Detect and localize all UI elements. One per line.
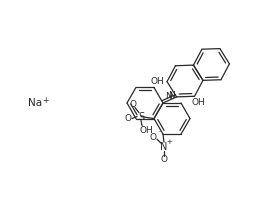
Text: N: N xyxy=(165,92,172,101)
Text: O: O xyxy=(149,133,157,142)
Text: O: O xyxy=(125,114,131,123)
Text: N: N xyxy=(168,91,175,100)
Text: +: + xyxy=(166,139,172,145)
Text: OH: OH xyxy=(191,98,205,107)
Text: N: N xyxy=(160,142,168,152)
Text: OH: OH xyxy=(150,77,164,86)
Text: ⁻: ⁻ xyxy=(157,130,161,136)
Text: S: S xyxy=(138,112,144,122)
Text: OH: OH xyxy=(139,126,153,135)
Text: O: O xyxy=(161,155,167,164)
Text: O: O xyxy=(130,100,136,109)
Text: Na: Na xyxy=(28,98,42,108)
Text: +: + xyxy=(42,96,48,104)
